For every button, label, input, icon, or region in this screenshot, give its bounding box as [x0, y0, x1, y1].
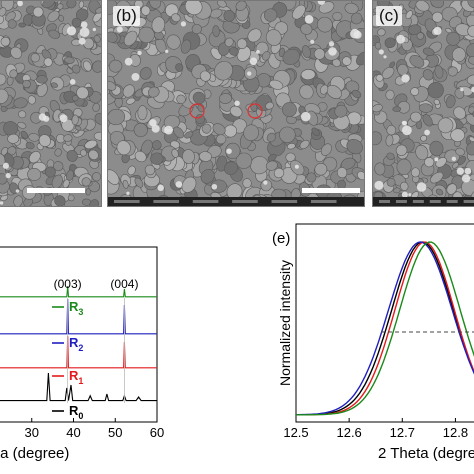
sem-image-a	[0, 0, 102, 207]
series-line-r0	[0, 372, 157, 402]
peak-label: (003)	[54, 277, 82, 291]
x-axis-label: 2 Theta (degree	[378, 445, 474, 462]
sem-grains	[108, 1, 364, 206]
x-tick-label: 12.7	[390, 425, 415, 440]
scale-bar	[302, 188, 360, 193]
sem-micrograph-b	[108, 1, 364, 206]
sem-micrograph-a	[0, 1, 101, 206]
legend-label-r0: R0	[69, 403, 83, 421]
plot-e-frame	[295, 223, 474, 423]
legend-label-r2: R2	[69, 335, 83, 353]
panel-label-c: (c)	[376, 6, 402, 26]
series-line-r2	[0, 298, 157, 335]
legend-label-r3: R3	[69, 299, 83, 317]
sem-micrograph-c	[373, 1, 474, 206]
sem-image-b	[107, 0, 365, 207]
legend-label-r1: R1	[69, 368, 83, 386]
peak-zoom-plot: 12.5 12.6 12.7 12.8 2 Theta (degree Normalize…	[272, 223, 474, 462]
scale-bar	[27, 188, 85, 193]
xrd-charts: (003) (004) R3 R2 R1 R0 30 40 50 60 ta (degree) 12…	[0, 223, 474, 462]
x-tick-label: 30	[25, 425, 39, 440]
panel-label-e: (e)	[272, 230, 290, 247]
x-tick-label: 12.8	[443, 425, 468, 440]
peak-label: (004)	[110, 277, 138, 291]
y-axis-label: Normalized intensity	[277, 260, 293, 386]
x-tick-label: 40	[66, 425, 80, 440]
x-tick-label: 12.5	[283, 425, 308, 440]
defect-marker	[247, 103, 263, 119]
defect-marker	[189, 103, 205, 119]
panel-label-b: (b)	[113, 6, 140, 26]
x-tick-label: 50	[108, 425, 122, 440]
xrd-pattern-plot: (003) (004) R3 R2 R1 R0 30 40 50 60 ta (degree)	[0, 246, 164, 462]
x-tick-label: 12.6	[336, 425, 361, 440]
peak-curve-r2	[296, 241, 474, 416]
peak-curve-r3	[296, 241, 474, 416]
plot-d-frame	[0, 246, 158, 423]
sem-grains	[0, 1, 101, 206]
series-line-r3	[0, 285, 157, 298]
x-tick-label: 60	[150, 425, 164, 440]
sem-image-c	[372, 0, 474, 207]
x-axis-label: ta (degree)	[0, 445, 69, 462]
series-line-r1	[0, 335, 157, 369]
